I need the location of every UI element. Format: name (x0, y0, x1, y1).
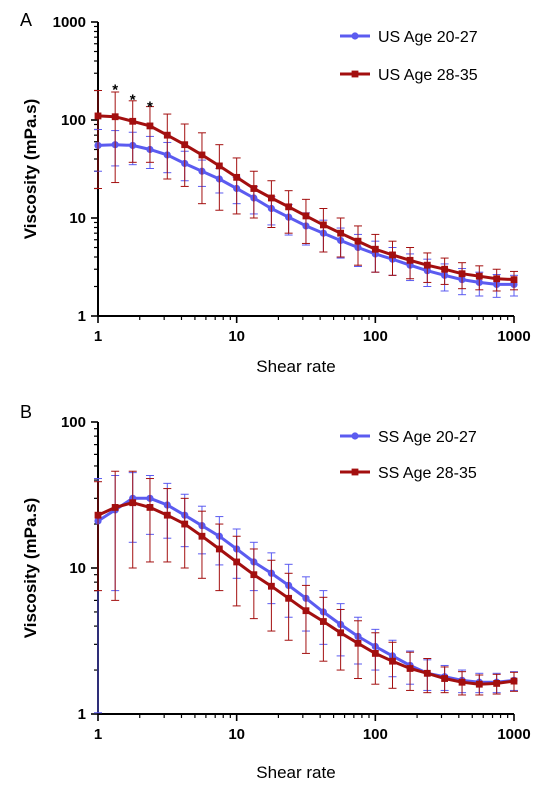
data-point (146, 504, 154, 511)
x-tick-label: 10 (228, 726, 245, 743)
legend-swatch-marker (351, 70, 359, 78)
data-point (389, 251, 396, 259)
y-axis-title: Viscosity (mPa.s) (21, 99, 40, 239)
data-point (181, 141, 189, 149)
data-point (337, 629, 345, 637)
data-point (406, 256, 414, 264)
x-tick-label: 1000 (497, 328, 530, 345)
data-point (129, 499, 137, 507)
data-point (94, 511, 102, 519)
legend-swatch-marker (351, 32, 359, 40)
data-point (371, 650, 379, 657)
legend-item-2: US Age 28-35 (340, 67, 478, 84)
data-point (493, 680, 501, 687)
data-point (111, 504, 119, 511)
x-tick-label: 100 (363, 726, 388, 743)
data-point (493, 275, 501, 283)
data-point (233, 558, 241, 566)
y-tick-label: 10 (69, 560, 86, 577)
data-point (389, 657, 396, 665)
legend-label: US Age 20-27 (378, 29, 478, 46)
data-point (198, 151, 206, 159)
y-tick-label: 10 (69, 210, 86, 227)
data-point (267, 194, 275, 202)
data-point (267, 582, 275, 590)
data-point (510, 677, 518, 685)
data-point (302, 607, 310, 615)
data-point (354, 639, 362, 647)
data-point (250, 571, 258, 579)
y-tick-label: 100 (61, 414, 86, 431)
significance-star: * (147, 99, 153, 116)
legend-swatch-marker (351, 468, 359, 476)
series-2 (94, 470, 518, 696)
chart-panel-b: B 1 10 100 1000 1 10 100 Shear rate Viscosity (mP… (20, 402, 531, 782)
legend-item-2: SS Age 28-35 (340, 465, 477, 482)
data-point (163, 511, 171, 519)
legend-item-1: US Age 20-27 (340, 29, 478, 46)
x-axis-title: Shear rate (256, 763, 335, 782)
legend-swatch-marker (351, 432, 359, 440)
data-point (250, 185, 258, 192)
data-point (458, 270, 466, 278)
data-point (163, 131, 171, 139)
y-tick-label: 100 (61, 112, 86, 129)
series-2 (94, 89, 518, 292)
data-point (354, 237, 362, 245)
x-tick-label: 100 (363, 328, 388, 345)
x-tick-label: 1 (94, 328, 102, 345)
data-point (475, 680, 483, 688)
data-point (285, 594, 293, 602)
data-point (441, 265, 449, 273)
data-point (441, 675, 449, 682)
y-tick-label: 1 (78, 706, 86, 723)
data-point (458, 678, 466, 686)
panel-label: A (20, 10, 32, 30)
y-axis-title: Viscosity (mPa.s) (21, 498, 40, 638)
data-point (111, 113, 119, 121)
x-tick-label: 1 (94, 726, 102, 743)
data-point (215, 162, 223, 170)
panel-label: B (20, 402, 32, 422)
data-point (406, 665, 414, 672)
chart-panel-a: A 1 10 100 1000 1 10 100 1000 Shear rate Viscosity… (20, 10, 531, 376)
data-point (94, 112, 102, 120)
data-point (233, 173, 241, 181)
legend-label: SS Age 20-27 (378, 429, 477, 446)
significance-star: * (130, 92, 136, 109)
data-point (510, 276, 518, 284)
x-tick-label: 1000 (497, 726, 530, 743)
data-point (319, 618, 327, 625)
data-point (285, 203, 293, 211)
data-point (371, 245, 379, 253)
data-point (215, 545, 223, 553)
data-point (129, 117, 137, 125)
legend-label: SS Age 28-35 (378, 465, 477, 482)
legend-label: US Age 28-35 (378, 67, 478, 84)
data-point (146, 122, 154, 130)
series-line (97, 114, 515, 282)
y-tick-label: 1000 (53, 14, 86, 31)
legend-item-1: SS Age 20-27 (340, 429, 477, 446)
data-point (181, 520, 189, 528)
data-point (337, 229, 345, 237)
data-point (475, 272, 483, 280)
data-point (319, 221, 327, 229)
data-point (423, 261, 431, 269)
data-point (198, 532, 206, 540)
y-tick-label: 1 (78, 308, 86, 325)
significance-star: * (112, 81, 118, 98)
data-point (423, 669, 431, 677)
x-tick-label: 10 (228, 328, 245, 345)
x-axis-title: Shear rate (256, 357, 335, 376)
data-point (302, 212, 310, 220)
